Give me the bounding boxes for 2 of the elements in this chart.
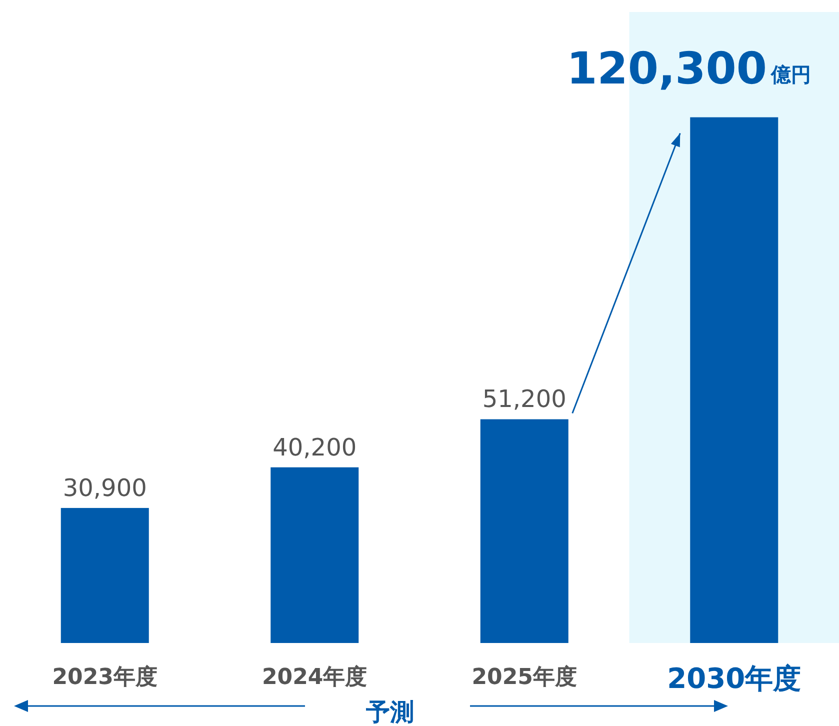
annotation: 億円 [771, 62, 812, 86]
annotation: 予測 [366, 698, 414, 726]
